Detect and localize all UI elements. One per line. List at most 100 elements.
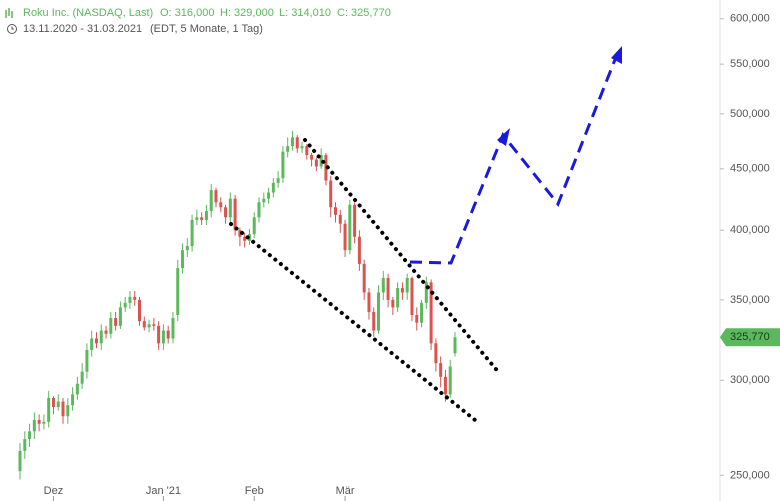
candle-body xyxy=(314,159,318,167)
y-tick-label: 500,000 xyxy=(730,108,770,120)
annotations xyxy=(229,46,622,422)
header: Roku Inc. (NASDAQ, Last) O: 316,000 H: 3… xyxy=(5,7,391,35)
candle-body xyxy=(142,321,146,328)
candle-body xyxy=(204,211,208,220)
candle-body xyxy=(51,397,55,408)
candle-body xyxy=(214,190,218,203)
candle-body xyxy=(28,431,32,440)
candle-body xyxy=(42,421,46,424)
candle-body xyxy=(176,268,180,315)
candle-body xyxy=(90,338,94,350)
lower-trendline xyxy=(229,222,477,422)
candle-body xyxy=(200,217,204,220)
candle-body xyxy=(219,202,223,208)
candle-body xyxy=(152,324,156,326)
candle-body xyxy=(138,299,142,322)
candle-body xyxy=(367,292,371,312)
candle-body xyxy=(400,288,404,293)
candle-body xyxy=(300,146,304,149)
plot xyxy=(18,130,457,480)
x-tick-label: Dez xyxy=(44,485,64,497)
candle-body xyxy=(99,330,103,344)
candle-body xyxy=(286,146,290,152)
candle-body xyxy=(439,363,443,377)
low-label: L: 314,010 xyxy=(279,7,331,19)
candle-body xyxy=(453,337,457,354)
candle-body xyxy=(319,155,323,167)
candle-body xyxy=(372,311,376,331)
candle-body xyxy=(271,182,275,193)
symbol-icon xyxy=(5,8,13,18)
upper-trendline xyxy=(303,138,502,376)
candle-body xyxy=(333,207,337,215)
candle-body xyxy=(343,223,347,251)
candle-body xyxy=(329,180,333,208)
candle-body xyxy=(310,155,314,160)
candle-body xyxy=(386,277,390,300)
candle-body xyxy=(37,419,41,424)
candle-body xyxy=(80,371,84,384)
candle-body xyxy=(362,263,366,293)
y-tick-label: 250,000 xyxy=(730,469,770,481)
candle-body xyxy=(448,366,452,395)
candle-body xyxy=(157,325,161,344)
y-tick-label: 600,000 xyxy=(730,13,770,25)
candle-body xyxy=(171,318,175,339)
candle-body xyxy=(118,307,122,326)
candle-body xyxy=(434,343,438,364)
y-tick-label: 350,000 xyxy=(730,294,770,306)
close-label: C: 325,770 xyxy=(337,7,391,19)
candle-body xyxy=(338,214,342,224)
candle-body xyxy=(381,277,385,293)
candle-body xyxy=(276,178,280,183)
clock-icon xyxy=(7,24,17,34)
date-range: 13.11.2020 - 31.03.2021 xyxy=(23,23,142,35)
candle-body xyxy=(295,137,299,149)
candle-body xyxy=(243,236,247,241)
candle-body xyxy=(233,198,237,231)
candle-body xyxy=(185,246,189,251)
candle-body xyxy=(128,296,132,303)
candle-body xyxy=(209,190,213,212)
candle-body xyxy=(396,288,400,308)
candle-body xyxy=(377,292,381,331)
candle-body xyxy=(190,219,194,247)
candle-body xyxy=(257,202,261,218)
candle-body xyxy=(114,318,118,326)
candle-body xyxy=(290,137,294,147)
candle-body xyxy=(133,296,137,300)
candle-body xyxy=(18,450,22,472)
candle-body xyxy=(66,405,70,417)
candle-body xyxy=(195,217,199,220)
candle-body xyxy=(391,299,395,308)
candle-body xyxy=(71,394,75,406)
candle-body xyxy=(56,401,60,408)
candle-body xyxy=(429,282,433,344)
candle-body xyxy=(32,419,36,432)
x-tick-label: Jan '21 xyxy=(146,485,181,497)
x-tick-label: Mär xyxy=(336,485,355,497)
high-label: H: 329,000 xyxy=(220,7,274,19)
candle-body xyxy=(85,349,89,372)
candle-body xyxy=(415,314,419,323)
clock-hands xyxy=(11,26,14,30)
candle-body xyxy=(252,217,256,235)
candle-body xyxy=(348,204,352,251)
candle-body xyxy=(166,330,170,339)
candle-body xyxy=(424,282,428,303)
candle-body xyxy=(405,277,409,293)
candle-body xyxy=(224,207,228,218)
candle-body xyxy=(61,401,65,417)
forecast-path xyxy=(409,51,620,265)
open-label: O: 316,000 xyxy=(160,7,214,19)
candle-body xyxy=(47,397,51,422)
candle-body xyxy=(94,338,98,344)
period-info: (EDT, 5 Monate, 1 Tag) xyxy=(150,23,263,35)
forecast-arrowhead xyxy=(611,46,622,64)
y-tick-label: 450,000 xyxy=(730,163,770,175)
candle-body xyxy=(281,151,285,179)
candle-body xyxy=(123,302,127,308)
candle-body xyxy=(410,277,414,315)
candle-body xyxy=(443,376,447,395)
